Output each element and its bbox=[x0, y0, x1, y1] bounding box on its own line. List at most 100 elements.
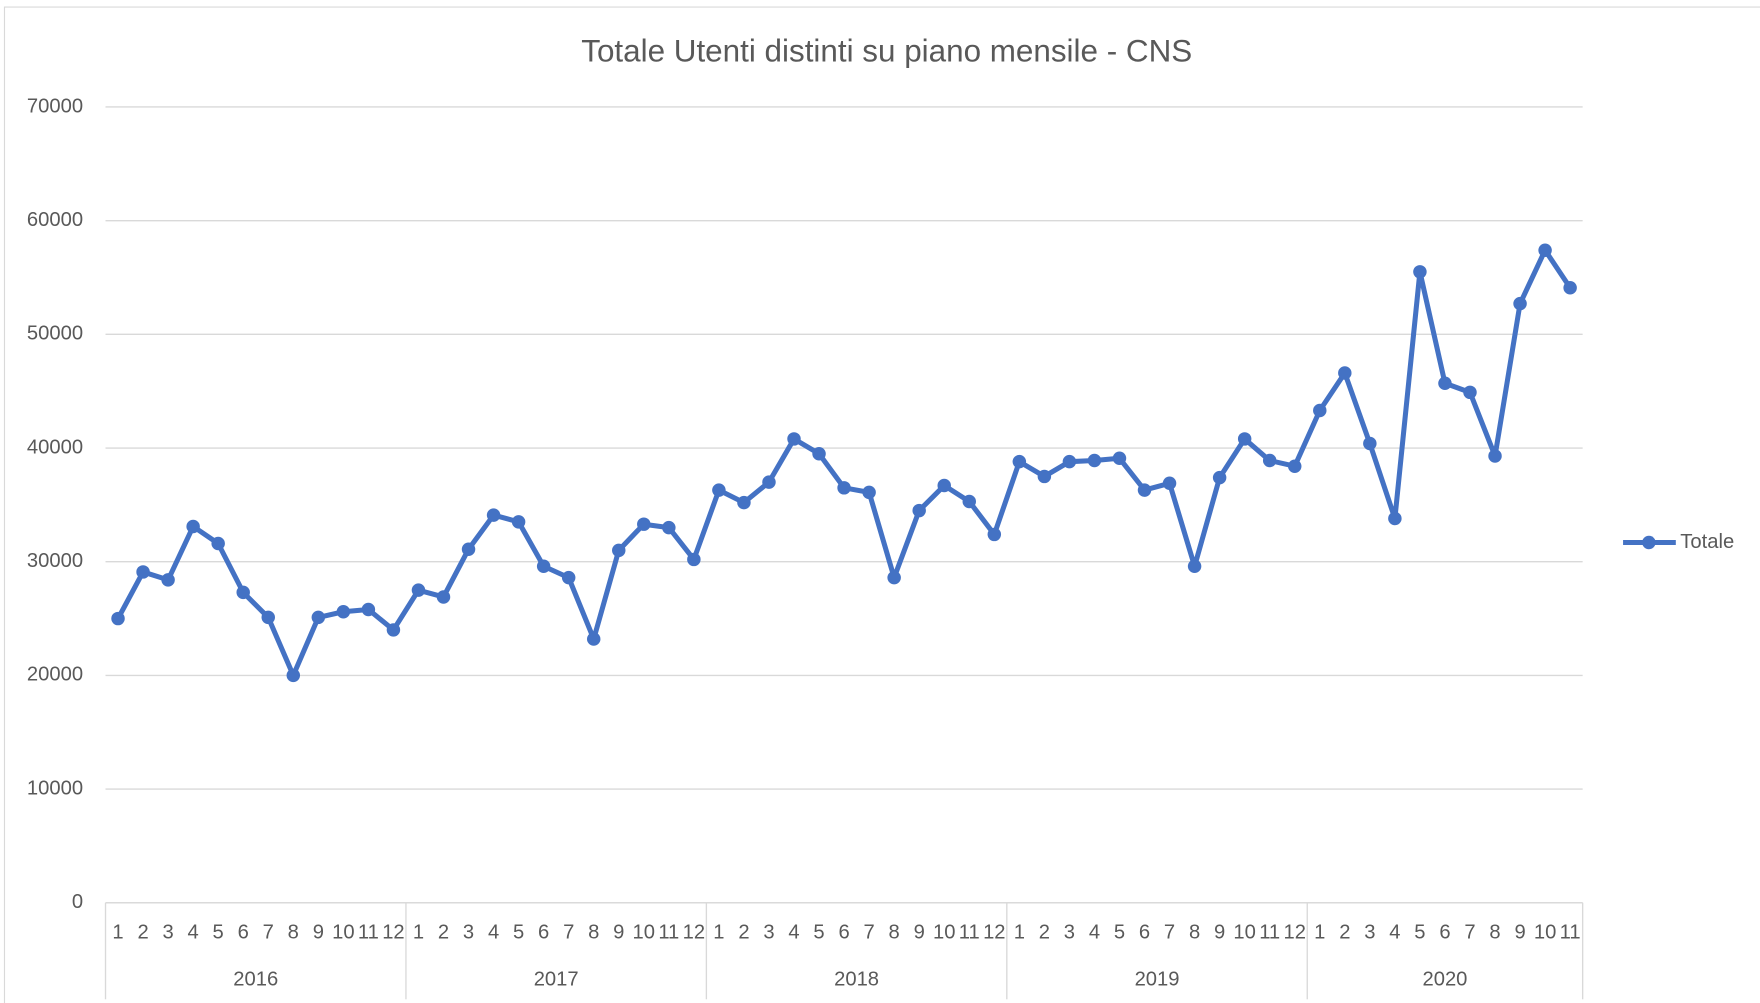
data-point bbox=[486, 508, 501, 522]
data-point bbox=[186, 519, 200, 534]
x-tick-label: 12 bbox=[983, 921, 1005, 943]
x-tick-label: 5 bbox=[1414, 921, 1425, 943]
legend-label: Totale bbox=[1680, 531, 1734, 553]
x-tick-label: 12 bbox=[683, 921, 705, 943]
data-point bbox=[887, 570, 901, 585]
data-point bbox=[1012, 454, 1027, 469]
x-tick-label: 9 bbox=[1514, 921, 1525, 943]
x-group-label: 2019 bbox=[1135, 969, 1180, 991]
data-point bbox=[261, 610, 275, 625]
x-tick-label: 7 bbox=[1464, 921, 1475, 943]
data-point bbox=[1438, 376, 1452, 390]
data-point bbox=[1262, 453, 1277, 468]
y-tick-label: 40000 bbox=[27, 436, 83, 458]
y-tick-label: 20000 bbox=[27, 664, 83, 686]
x-tick-label: 6 bbox=[538, 921, 549, 943]
x-tick-label: 8 bbox=[889, 921, 900, 943]
data-point bbox=[712, 483, 726, 497]
x-tick-label: 8 bbox=[288, 921, 299, 943]
data-point bbox=[111, 611, 125, 626]
x-tick-label: 1 bbox=[413, 921, 424, 943]
legend-marker bbox=[1642, 535, 1656, 550]
x-tick-label: 5 bbox=[513, 921, 524, 943]
x-group-label: 2016 bbox=[233, 969, 278, 991]
x-tick-label: 1 bbox=[713, 921, 724, 943]
x-tick-label: 1 bbox=[1314, 921, 1325, 943]
x-tick-label: 4 bbox=[788, 921, 799, 943]
x-tick-label: 2 bbox=[738, 921, 749, 943]
y-tick-label: 10000 bbox=[27, 777, 83, 799]
x-tick-label: 6 bbox=[1139, 921, 1150, 943]
data-point bbox=[411, 583, 426, 597]
data-point bbox=[1563, 280, 1577, 295]
x-tick-label: 3 bbox=[1064, 921, 1075, 943]
chart-title: Totale Utenti distinti su piano mensile … bbox=[581, 33, 1192, 68]
data-point bbox=[1488, 449, 1502, 463]
data-point bbox=[336, 604, 351, 619]
x-tick-label: 2 bbox=[438, 921, 449, 943]
x-tick-label: 11 bbox=[1560, 921, 1581, 943]
data-point bbox=[1413, 265, 1427, 279]
x-tick-label: 5 bbox=[813, 921, 824, 943]
x-tick-label: 7 bbox=[864, 921, 875, 943]
x-tick-label: 1 bbox=[1014, 921, 1025, 943]
x-tick-label: 9 bbox=[613, 921, 624, 943]
x-tick-label: 6 bbox=[238, 921, 249, 943]
x-tick-label: 8 bbox=[1489, 921, 1500, 943]
x-tick-label: 11 bbox=[959, 921, 980, 943]
x-tick-label: 11 bbox=[358, 921, 379, 943]
y-tick-label: 50000 bbox=[27, 323, 83, 345]
x-tick-label: 2 bbox=[1339, 921, 1350, 943]
data-point bbox=[286, 668, 301, 683]
data-point bbox=[436, 590, 451, 604]
x-tick-label: 1 bbox=[112, 921, 123, 943]
x-tick-label: 7 bbox=[563, 921, 574, 943]
data-point bbox=[862, 485, 876, 500]
data-point bbox=[1162, 476, 1177, 491]
chart-frame bbox=[3, 6, 1760, 1003]
x-tick-label: 4 bbox=[488, 921, 499, 943]
data-point bbox=[1212, 470, 1227, 485]
data-point bbox=[662, 520, 676, 535]
x-tick-label: 12 bbox=[382, 921, 404, 943]
data-point bbox=[1363, 436, 1377, 451]
x-tick-label: 5 bbox=[213, 921, 224, 943]
data-point bbox=[461, 542, 476, 556]
data-point bbox=[1037, 469, 1052, 484]
x-tick-label: 10 bbox=[1534, 921, 1556, 943]
x-tick-label: 11 bbox=[1259, 921, 1280, 943]
x-tick-label: 12 bbox=[1284, 921, 1306, 943]
x-tick-label: 8 bbox=[1189, 921, 1200, 943]
data-point bbox=[1538, 243, 1552, 257]
x-tick-label: 10 bbox=[633, 921, 655, 943]
x-tick-label: 6 bbox=[838, 921, 849, 943]
data-point bbox=[311, 610, 326, 625]
data-point bbox=[1087, 453, 1102, 468]
x-tick-label: 3 bbox=[463, 921, 474, 943]
data-point bbox=[211, 536, 225, 551]
x-tick-label: 10 bbox=[933, 921, 955, 943]
x-tick-label: 2 bbox=[1039, 921, 1050, 943]
data-point bbox=[912, 503, 926, 518]
data-point bbox=[236, 585, 250, 600]
data-point bbox=[1338, 366, 1352, 380]
x-tick-label: 7 bbox=[1164, 921, 1175, 943]
x-tick-label: 9 bbox=[1214, 921, 1225, 943]
data-point bbox=[161, 573, 175, 587]
y-tick-label: 60000 bbox=[27, 209, 83, 231]
data-point bbox=[1187, 559, 1202, 573]
data-point bbox=[1463, 385, 1477, 400]
data-point bbox=[787, 432, 801, 446]
data-point bbox=[386, 623, 401, 637]
data-point bbox=[511, 515, 526, 529]
data-point bbox=[962, 494, 976, 509]
data-point bbox=[1137, 483, 1152, 497]
x-tick-label: 10 bbox=[1233, 921, 1255, 943]
x-tick-label: 4 bbox=[188, 921, 199, 943]
x-tick-label: 2 bbox=[137, 921, 148, 943]
x-tick-label: 9 bbox=[313, 921, 324, 943]
data-point bbox=[1388, 511, 1402, 526]
data-point bbox=[812, 446, 826, 461]
data-point bbox=[1313, 403, 1327, 418]
data-point bbox=[1112, 451, 1127, 465]
